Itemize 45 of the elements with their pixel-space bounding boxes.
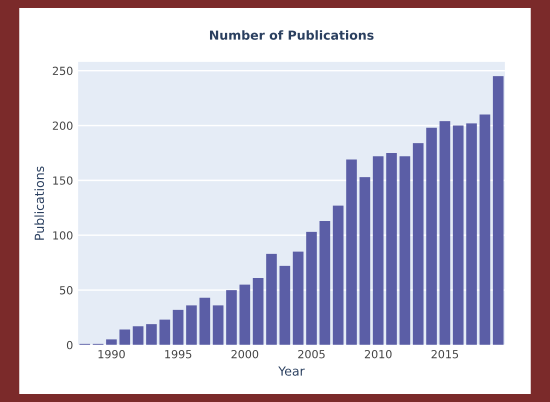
x-tick-label: 2015 — [432, 350, 458, 358]
y-tick-label: 0 — [66, 340, 72, 350]
x-tick-label: 1990 — [98, 350, 125, 358]
bar — [212, 305, 224, 345]
bar — [332, 206, 344, 345]
y-tick-label: 200 — [52, 122, 72, 130]
bar — [412, 143, 424, 345]
bar — [372, 156, 384, 345]
y-tick-label: 50 — [60, 286, 72, 294]
bar — [252, 278, 264, 345]
bar — [386, 152, 397, 345]
bar — [306, 232, 317, 345]
y-tick-label: 250 — [52, 66, 72, 76]
x-tick-label: 1995 — [165, 350, 192, 358]
bar — [132, 326, 144, 345]
bar — [146, 324, 157, 345]
bar — [400, 156, 410, 345]
bar — [106, 339, 117, 345]
bar — [292, 252, 304, 345]
bar — [186, 305, 197, 345]
bar — [159, 320, 170, 345]
x-tick-label: 2010 — [364, 350, 392, 358]
bar — [360, 177, 370, 345]
bar — [279, 266, 290, 345]
bar — [239, 284, 250, 345]
bar — [172, 310, 184, 345]
y-axis-title: Publications — [34, 166, 44, 240]
bar — [426, 128, 437, 345]
y-tick-label: 100 — [53, 231, 72, 240]
bar — [346, 160, 357, 345]
bar — [226, 290, 237, 345]
bar — [452, 126, 464, 345]
bar — [440, 121, 450, 345]
x-axis-title: Year — [278, 366, 305, 376]
x-tick-label: 2000 — [231, 350, 258, 358]
chart-title: Number of Publications — [210, 30, 374, 40]
bar — [119, 330, 130, 345]
y-tick-label: 150 — [53, 176, 72, 185]
bar — [492, 76, 504, 345]
bar — [266, 254, 277, 345]
bar — [320, 220, 330, 345]
bar — [480, 114, 490, 345]
bar — [199, 298, 210, 345]
bar — [466, 123, 477, 345]
x-tick-label: 2005 — [298, 350, 325, 358]
